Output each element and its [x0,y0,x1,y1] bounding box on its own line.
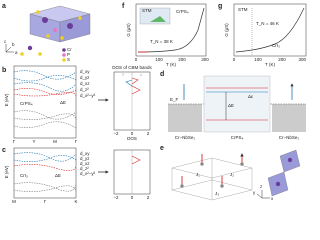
gap-label: ΔE [60,100,66,105]
y-label: G (μS) [224,23,229,37]
tick-label: 2 [147,131,150,136]
inset-label: STM [238,7,248,12]
figure: a a c b Cr P S b E (eV) CrPS₄ ΔE Γ Y M Γ… [2,3,306,204]
tick-label: 300 [298,57,306,62]
k-label: Γ [44,199,47,204]
x-label: DOS [127,136,137,141]
crystal-structure [20,5,91,56]
orbital-label: d_x²−y² [80,93,96,98]
orbital-label: d_xy [80,151,90,156]
axis-label: a [15,50,18,55]
panel-label: c [2,147,6,154]
shift-label: Δε [248,94,253,99]
axis-label: c [4,39,7,44]
coupling-label: J₃ [215,191,219,196]
panel-label: f [122,3,125,10]
orbital-label: d_z² [80,87,89,92]
orbital-label: d_xz [80,161,90,166]
coupling-label: J₁ [196,172,200,177]
panel-label: b [2,67,6,74]
x-label: T (K) [265,62,275,67]
y-label: E (eV) [4,165,9,178]
gap-label: ΔE [228,103,234,108]
panel-label: d [160,71,164,78]
tick-label: 0 [131,195,134,200]
transition: T_N = 46 K [256,21,279,26]
k-label: Γ [75,139,78,144]
tick-label: 100 [254,57,262,62]
inset-label: STM [142,8,152,13]
tick-label: 0 [131,131,134,136]
orbital-label: d_yz [80,156,90,161]
y-label: G (μS) [126,23,131,37]
axis-label: b [12,42,15,47]
panel-label: a [2,3,6,10]
legend-entry: Cr [67,47,72,52]
tick-label: 2 [147,195,150,200]
panel-label: e [160,145,164,152]
transition: T_N = 38 K [150,39,173,44]
tick-label: 200 [278,57,286,62]
fermi-label: E_F [170,97,179,102]
gap-label: ΔE [55,173,61,178]
tick-label: 300 [201,57,209,62]
orbital-label: d_z² [80,166,89,171]
tick-label: −2 [113,131,119,136]
material: CrPS₄ [20,101,33,106]
layer-label: CrPS₄ [231,135,244,140]
legend-entry: S [67,57,70,62]
material: CrI₃ [272,43,280,48]
layer-label: Cr−NbSe₂ [279,135,300,140]
orbital-label: d_xz [80,81,90,86]
legend-entry: P [67,52,70,57]
material: CrI₃ [20,173,28,178]
axis-label: z [260,184,263,189]
orbital-label: d_x²−y² [80,171,96,176]
orbital-label: d_yz [80,75,90,80]
k-label: M [12,199,16,204]
dos-title: DOS of CBM bands [112,65,152,70]
tick-label: 200 [178,57,186,62]
dos-column: ↑ [122,72,124,77]
axes-frame [13,65,77,139]
tick-label: 0 [233,57,236,62]
spin-lattice [171,154,253,201]
dos-column: ↓ [140,72,142,77]
material: CrPS₄ [176,9,189,14]
axis-label: x [271,196,274,201]
tick-label: 0 [135,57,138,62]
coupling-label: J₂ [230,172,234,177]
k-label: K [74,199,77,204]
k-label: M [53,139,57,144]
layer-label: Cr−NbSe₂ [175,135,196,140]
tick-label: 100 [155,57,163,62]
tick-label: −2 [113,195,119,200]
k-label: Y [32,139,35,144]
x-label: T (K) [166,62,176,67]
orbital-label: d_xy [80,69,90,74]
y-label: E (eV) [4,93,9,106]
axis-label: y [253,190,256,195]
k-label: Γ [13,139,16,144]
panel-label: g [218,3,222,10]
